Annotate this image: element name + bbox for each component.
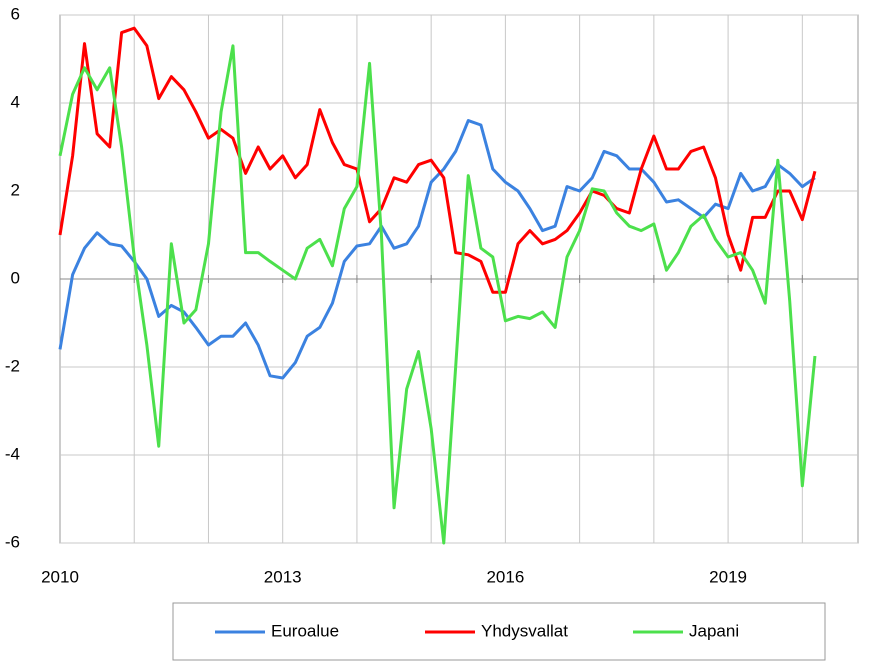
x-tick-label: 2016: [486, 567, 524, 586]
y-tick-label: 0: [11, 268, 20, 287]
y-tick-label: 6: [11, 4, 20, 23]
x-tick-label: 2019: [709, 567, 747, 586]
y-tick-label: 4: [11, 92, 20, 111]
series-line: [58, 44, 817, 545]
x-tick-label: 2013: [264, 567, 302, 586]
y-tick-label: -2: [5, 356, 20, 375]
legend-label: Japani: [689, 621, 739, 640]
x-tick-label: 2010: [41, 567, 79, 586]
legend-box: [172, 602, 826, 661]
series-line: [58, 26, 817, 294]
y-tick-label: 2: [11, 180, 20, 199]
y-tick-label: -4: [5, 444, 20, 463]
legend-label: Yhdysvallat: [481, 621, 568, 640]
legend-label: Euroalue: [271, 621, 339, 640]
y-tick-label: -6: [5, 532, 20, 551]
series-line: [58, 119, 816, 380]
